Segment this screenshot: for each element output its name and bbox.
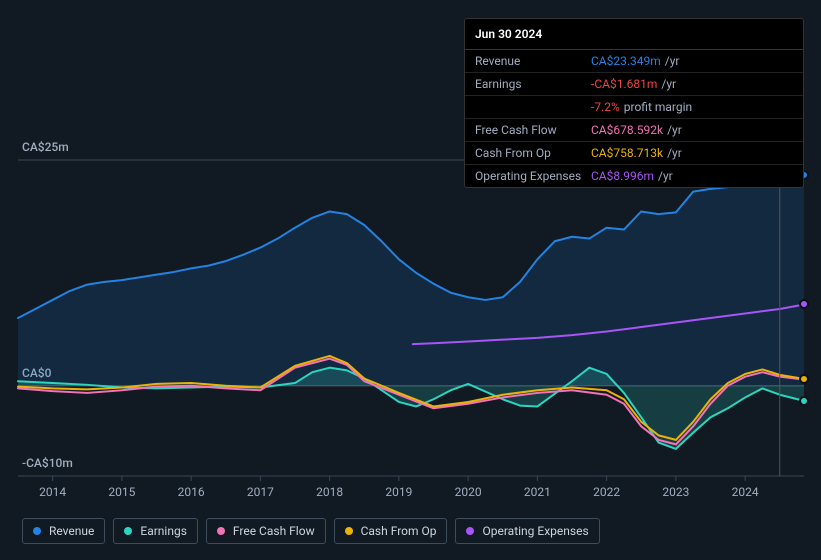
financial-chart: { "chart": { "type": "area-line", "backg… xyxy=(0,0,821,560)
legend-dot-icon xyxy=(345,527,353,535)
legend-label: Earnings xyxy=(140,524,187,538)
tooltip-key: Operating Expenses xyxy=(475,169,591,183)
legend-dot-icon xyxy=(33,527,41,535)
series-end-marker xyxy=(799,374,809,384)
legend-item-cfo[interactable]: Cash From Op xyxy=(334,518,448,544)
legend-dot-icon xyxy=(124,527,132,535)
tooltip-row: Free Cash FlowCA$678.592k/yr xyxy=(465,119,803,142)
tooltip-row: Earnings-CA$1.681m/yr xyxy=(465,73,803,96)
legend-item-revenue[interactable]: Revenue xyxy=(22,518,105,544)
tooltip-value: CA$23.349m/yr xyxy=(591,54,793,68)
tooltip-value: CA$8.996m/yr xyxy=(591,169,793,183)
tooltip-value: CA$758.713k/yr xyxy=(591,146,793,160)
tooltip-title: Jun 30 2024 xyxy=(465,19,803,50)
tooltip-value: CA$678.592k/yr xyxy=(591,123,793,137)
tooltip-rows: RevenueCA$23.349m/yrEarnings-CA$1.681m/y… xyxy=(465,50,803,187)
tooltip-key: Revenue xyxy=(475,54,591,68)
legend-label: Operating Expenses xyxy=(482,524,588,538)
tooltip-key: Cash From Op xyxy=(475,146,591,160)
series-end-marker xyxy=(799,299,809,309)
chart-legend: Revenue Earnings Free Cash Flow Cash From O… xyxy=(22,518,600,544)
chart-tooltip: Jun 30 2024 RevenueCA$23.349m/yrEarnings… xyxy=(464,18,804,188)
tooltip-row: Cash From OpCA$758.713k/yr xyxy=(465,142,803,165)
series-end-marker xyxy=(799,396,809,406)
legend-dot-icon xyxy=(217,527,225,535)
legend-dot-icon xyxy=(466,527,474,535)
tooltip-key: Free Cash Flow xyxy=(475,123,591,137)
tooltip-row: -7.2%profit margin xyxy=(465,96,803,119)
legend-label: Free Cash Flow xyxy=(233,524,315,538)
legend-item-fcf[interactable]: Free Cash Flow xyxy=(206,518,326,544)
legend-label: Revenue xyxy=(49,524,94,538)
tooltip-key xyxy=(475,100,591,114)
legend-label: Cash From Op xyxy=(361,524,437,538)
tooltip-key: Earnings xyxy=(475,77,591,91)
tooltip-value: -7.2%profit margin xyxy=(591,100,793,114)
tooltip-row: RevenueCA$23.349m/yr xyxy=(465,50,803,73)
tooltip-value: -CA$1.681m/yr xyxy=(591,77,793,91)
legend-item-opex[interactable]: Operating Expenses xyxy=(455,518,599,544)
legend-item-earnings[interactable]: Earnings xyxy=(113,518,198,544)
tooltip-row: Operating ExpensesCA$8.996m/yr xyxy=(465,165,803,187)
